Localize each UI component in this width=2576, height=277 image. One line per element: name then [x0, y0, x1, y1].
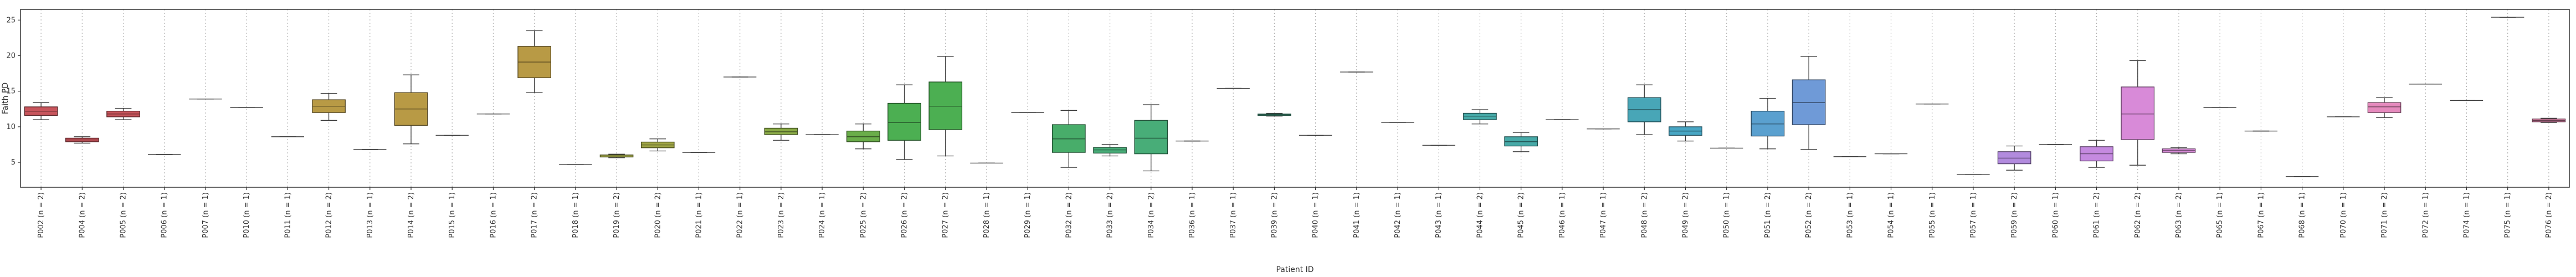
- y-tick-label: 10: [6, 123, 16, 131]
- x-tick-label: P013 (n = 1): [366, 192, 374, 238]
- x-tick-label: P050 (n = 1): [1723, 192, 1731, 238]
- x-tick-label: P004 (n = 2): [78, 192, 86, 238]
- x-tick-label: P051 (n = 2): [1764, 192, 1772, 238]
- x-tick-label: P044 (n = 2): [1476, 192, 1484, 238]
- x-tick-label: P020 (n = 2): [654, 192, 662, 238]
- x-tick-label: P018 (n = 1): [572, 192, 580, 238]
- x-tick-label: P045 (n = 2): [1517, 192, 1526, 238]
- x-tick-label: P048 (n = 2): [1640, 192, 1649, 238]
- x-tick-label: P011 (n = 1): [284, 192, 292, 238]
- x-tick-label: P010 (n = 1): [243, 192, 251, 238]
- x-tick-label: P022 (n = 1): [736, 192, 745, 238]
- x-tick-label: P041 (n = 1): [1353, 192, 1361, 238]
- x-tick-label: P028 (n = 1): [983, 192, 991, 238]
- x-tick-label: P076 (n = 2): [2545, 192, 2553, 238]
- y-tick-label: 15: [6, 88, 16, 96]
- x-tick-label: P040 (n = 1): [1312, 192, 1320, 238]
- x-tick-label: P052 (n = 2): [1805, 192, 1813, 238]
- x-tick-label: P068 (n = 1): [2298, 192, 2307, 238]
- x-tick-label: P014 (n = 2): [407, 192, 415, 238]
- x-tick-label: P074 (n = 1): [2462, 192, 2471, 238]
- x-tick-label: P046 (n = 1): [1558, 192, 1567, 238]
- x-tick-label: P039 (n = 2): [1270, 192, 1279, 238]
- x-tick-label: P015 (n = 1): [448, 192, 456, 238]
- x-tick-label: P075 (n = 1): [2504, 192, 2512, 238]
- y-tick-label: 5: [11, 158, 16, 167]
- x-tick-label: P065 (n = 1): [2216, 192, 2224, 238]
- x-tick-label: P033 (n = 2): [1106, 192, 1115, 238]
- x-tick-label: P027 (n = 2): [942, 192, 950, 238]
- x-tick-label: P061 (n = 2): [2093, 192, 2101, 238]
- x-tick-label: P063 (n = 2): [2175, 192, 2183, 238]
- x-tick-label: P054 (n = 1): [1887, 192, 1896, 238]
- x-tick-label: P034 (n = 2): [1147, 192, 1156, 238]
- x-tick-label: P071 (n = 2): [2380, 192, 2389, 238]
- x-tick-label: P060 (n = 1): [2051, 192, 2060, 238]
- x-tick-label: P029 (n = 1): [1024, 192, 1032, 238]
- x-tick-label: P026 (n = 2): [901, 192, 909, 238]
- x-tick-label: P049 (n = 2): [1681, 192, 1690, 238]
- y-tick-label: 20: [6, 52, 16, 60]
- x-tick-label: P053 (n = 1): [1846, 192, 1854, 238]
- x-tick-label: P062 (n = 2): [2134, 192, 2142, 238]
- x-tick-label: P042 (n = 1): [1394, 192, 1402, 238]
- x-tick-label: P021 (n = 1): [695, 192, 703, 238]
- x-tick-label: P017 (n = 2): [531, 192, 539, 238]
- box: [2367, 102, 2401, 113]
- plot-frame: [20, 9, 2570, 188]
- x-tick-label: P070 (n = 1): [2339, 192, 2348, 238]
- box: [2121, 86, 2155, 140]
- x-tick-label: P047 (n = 1): [1599, 192, 1608, 238]
- x-tick-label: P002 (n = 2): [37, 192, 45, 238]
- x-tick-label: P037 (n = 1): [1229, 192, 1238, 238]
- x-tick-label: P032 (n = 2): [1065, 192, 1073, 238]
- x-tick-label: P055 (n = 1): [1928, 192, 1937, 238]
- x-tick-label: P043 (n = 1): [1435, 192, 1443, 238]
- box: [887, 102, 921, 141]
- x-tick-label: P072 (n = 1): [2421, 192, 2430, 238]
- x-tick-label: P016 (n = 1): [489, 192, 497, 238]
- x-tick-label: P036 (n = 1): [1188, 192, 1197, 238]
- x-tick-label: P007 (n = 1): [202, 192, 210, 238]
- y-tick-label: 25: [6, 16, 16, 24]
- x-tick-label: P024 (n = 1): [818, 192, 827, 238]
- y-axis-title: Faith PD: [1, 83, 10, 114]
- x-tick-label: P067 (n = 1): [2257, 192, 2265, 238]
- x-tick-label: P006 (n = 1): [161, 192, 169, 238]
- x-tick-label: P059 (n = 2): [2010, 192, 2019, 238]
- box: [1134, 120, 1168, 155]
- x-tick-label: P025 (n = 2): [859, 192, 868, 238]
- x-tick-label: P057 (n = 1): [1969, 192, 1978, 238]
- x-tick-label: P005 (n = 2): [120, 192, 128, 238]
- x-tick-label: P012 (n = 2): [325, 192, 333, 238]
- x-axis-title: Patient ID: [1276, 265, 1313, 274]
- x-tick-label: P019 (n = 2): [613, 192, 621, 238]
- x-tick-label: P023 (n = 2): [777, 192, 786, 238]
